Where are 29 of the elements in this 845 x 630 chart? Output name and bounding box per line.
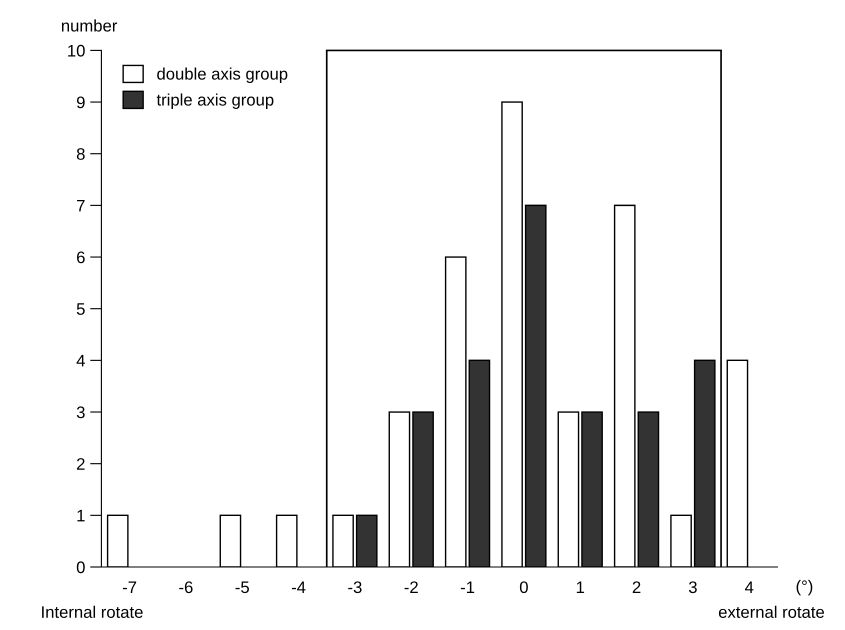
x-tick-label: -3 [348, 581, 362, 594]
y-tick-label: 4 [76, 354, 85, 366]
y-tick-label: 2 [77, 458, 85, 470]
x-tick-label: -7 [122, 582, 136, 593]
x-axis-title: (°) [796, 580, 812, 596]
x-tick-label: 4 [744, 582, 754, 593]
x-tick-label: 3 [688, 581, 697, 594]
y-tick-label: 1 [77, 510, 85, 522]
y-tick-label: 5 [76, 303, 85, 315]
legend-label: double axis group [157, 67, 288, 84]
y-tick-label: 8 [76, 148, 85, 160]
y-axis-title: number [62, 19, 118, 32]
x-tick-label: -1 [460, 582, 474, 593]
x-tick-label: 1 [576, 582, 584, 593]
y-tick-label: 9 [76, 96, 85, 108]
x-tick-label: -6 [179, 581, 193, 594]
y-tick-label: 10 [68, 44, 85, 57]
y-tick-label: 7 [77, 200, 85, 212]
text: Internal rotate [42, 606, 143, 618]
x-tick-label: -5 [236, 582, 249, 594]
x-tick-label: 0 [520, 581, 528, 594]
x-tick-label: -2 [404, 581, 418, 593]
y-tick-label: 6 [77, 251, 85, 264]
x-tick-label: -4 [292, 582, 306, 593]
y-tick-label: 0 [76, 561, 85, 574]
legend-label: triple axis group [156, 93, 274, 109]
y-tick-label: 3 [76, 406, 85, 418]
text: external rotate [718, 606, 824, 618]
x-tick-label: 2 [632, 581, 640, 593]
